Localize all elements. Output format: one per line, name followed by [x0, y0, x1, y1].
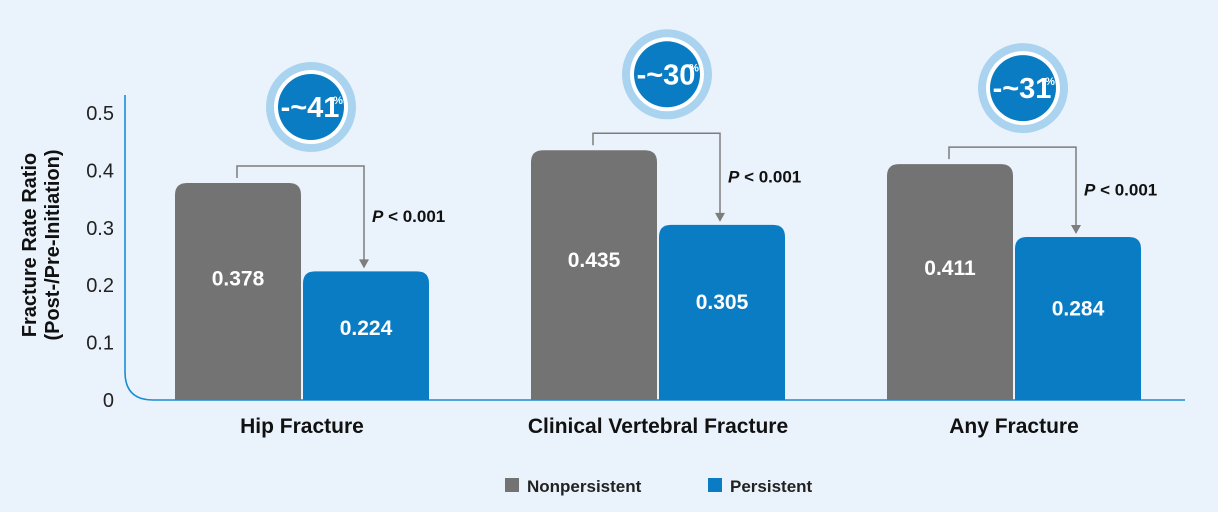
- bar-value-label: 0.284: [1052, 298, 1105, 321]
- p-value-italic: P: [728, 168, 740, 187]
- bar-value-label: 0.224: [340, 317, 393, 340]
- y-tick-label: 0.2: [86, 275, 114, 297]
- bar-value-label: 0.435: [568, 249, 621, 272]
- legend-label: Nonpersistent: [527, 477, 642, 496]
- y-tick-label: 0.4: [86, 160, 114, 182]
- comparison-bracket: [236, 165, 365, 262]
- reduction-value: -~31: [993, 73, 1052, 105]
- bar: [1015, 236, 1141, 400]
- arrow-head: [359, 259, 369, 269]
- category-label: Hip Fracture: [240, 415, 364, 438]
- bar: [175, 183, 301, 400]
- y-axis-label: Fracture Rate Ratio: [19, 153, 41, 338]
- p-value-label: P < 0.001: [728, 168, 801, 187]
- comparison-bracket: [948, 146, 1077, 227]
- bar: [303, 271, 429, 400]
- reduction-unit: %: [1045, 76, 1055, 88]
- bar-value-label: 0.411: [924, 257, 976, 280]
- bar-value-label: 0.378: [212, 267, 265, 290]
- badge-fill: [278, 74, 344, 141]
- reduction-value: -~41: [281, 92, 340, 124]
- category-label: Any Fracture: [949, 415, 1079, 438]
- bar: [531, 150, 657, 400]
- bar: [887, 164, 1013, 400]
- comparison-bracket: [592, 132, 721, 215]
- arrow-head: [715, 212, 725, 222]
- category-label: Clinical Vertebral Fracture: [528, 415, 788, 438]
- p-value-label: P < 0.001: [372, 207, 445, 226]
- y-tick-label: 0: [103, 390, 114, 412]
- legend-label: Persistent: [730, 477, 813, 496]
- y-tick-label: 0.3: [86, 218, 114, 240]
- p-value-label: P < 0.001: [1084, 181, 1157, 200]
- bar: [659, 224, 785, 400]
- y-axis-label-line2: (Post-/Pre-Initiation): [42, 149, 64, 340]
- y-tick-label: 0.1: [86, 333, 114, 355]
- p-value-text: < 0.001: [739, 168, 801, 187]
- p-value-text: < 0.001: [383, 207, 445, 226]
- axis-line: [124, 95, 1185, 401]
- badge-fill: [634, 41, 700, 108]
- legend-swatch: [505, 478, 519, 492]
- legend-swatch: [708, 478, 722, 492]
- p-value-italic: P: [1084, 181, 1096, 200]
- y-tick-label: 0.5: [86, 103, 114, 125]
- reduction-value: -~30: [637, 59, 696, 91]
- arrow-head: [1071, 224, 1081, 234]
- reduction-unit: %: [333, 95, 343, 107]
- reduction-unit: %: [689, 62, 699, 74]
- p-value-italic: P: [372, 207, 384, 226]
- p-value-text: < 0.001: [1095, 181, 1157, 200]
- bar-value-label: 0.305: [696, 291, 749, 314]
- badge-fill: [990, 55, 1056, 122]
